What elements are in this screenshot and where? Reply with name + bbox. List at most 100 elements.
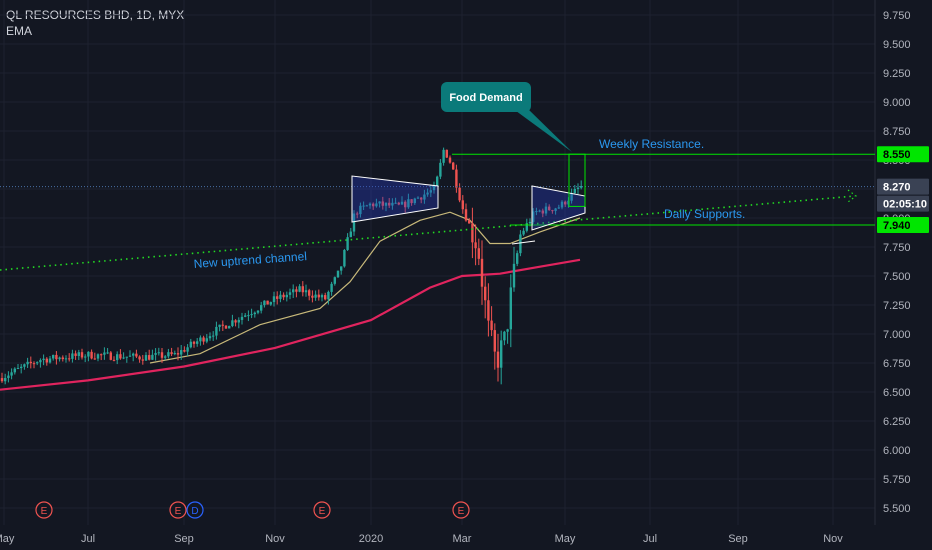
- candle-body: [157, 352, 160, 354]
- price-label-bg: [877, 178, 929, 195]
- candle-body: [324, 295, 327, 300]
- candle-body: [20, 366, 23, 369]
- candle-body: [477, 248, 480, 259]
- candle-body: [570, 193, 573, 201]
- event-label: E: [458, 506, 465, 517]
- candle-body: [116, 354, 119, 361]
- earnings-marker[interactable]: [313, 501, 331, 519]
- candle-body: [176, 353, 180, 355]
- y-tick-label: 6.500: [883, 387, 911, 399]
- candle-body: [240, 316, 244, 320]
- candle-body: [308, 290, 311, 296]
- candle-body: [10, 372, 13, 376]
- candle-body: [4, 378, 7, 382]
- candle-body: [64, 358, 68, 360]
- candle-body: [221, 324, 224, 326]
- candle-body: [538, 210, 541, 212]
- candle-body: [132, 353, 135, 356]
- candle-body: [365, 205, 368, 207]
- candle-body: [445, 149, 448, 158]
- candle-body: [413, 198, 416, 204]
- earnings-marker[interactable]: [452, 501, 470, 519]
- y-tick-label: 7.750: [883, 242, 911, 254]
- candle-body: [32, 363, 36, 365]
- candle-body: [359, 205, 362, 215]
- callout-text: Food Demand: [449, 92, 522, 104]
- support-line: [511, 240, 536, 245]
- candle-body: [36, 362, 39, 364]
- candle-body: [141, 359, 144, 361]
- earnings-marker[interactable]: [169, 501, 187, 519]
- x-tick-label: Sep: [174, 533, 194, 545]
- candle-body: [352, 213, 356, 232]
- candle-body: [269, 302, 272, 305]
- candle-body: [436, 176, 439, 186]
- breakout-box: [568, 153, 586, 207]
- candle-body: [512, 263, 516, 288]
- candle-body: [519, 234, 522, 254]
- candle-body: [525, 223, 528, 231]
- price-label-bg: [877, 216, 929, 233]
- candle-body: [13, 368, 16, 373]
- dividend-marker[interactable]: [186, 501, 204, 519]
- candle-body: [487, 300, 490, 321]
- candle-body: [496, 351, 500, 368]
- candle-body: [378, 201, 381, 204]
- y-tick-label: 6.750: [883, 358, 911, 370]
- candle-body: [448, 157, 452, 163]
- candle-body: [61, 357, 64, 360]
- candle-body: [333, 277, 336, 284]
- candle-body: [426, 192, 429, 195]
- candle-body: [500, 340, 503, 368]
- indicator-label: EMA: [6, 24, 33, 38]
- earnings-marker[interactable]: [35, 501, 53, 519]
- candle-body: [375, 203, 378, 207]
- ema-fast-line: [149, 211, 581, 364]
- weekly-resistance-label: Weekly Resistance.: [599, 137, 704, 151]
- candle-body: [391, 202, 394, 206]
- event-label: D: [191, 506, 198, 517]
- candle-body: [506, 329, 509, 332]
- candle-body: [557, 207, 560, 209]
- y-tick-label: 5.500: [883, 503, 911, 515]
- candle-body: [90, 351, 93, 359]
- callout-box: [441, 82, 531, 112]
- candle-body: [138, 356, 141, 360]
- candle-body: [55, 354, 58, 360]
- candle-body: [96, 354, 100, 359]
- candle-body: [135, 353, 138, 357]
- candle-body: [384, 202, 388, 206]
- candle-body: [100, 354, 103, 356]
- candle-body: [388, 202, 391, 206]
- candle-body: [29, 361, 32, 364]
- candle-body: [58, 357, 61, 360]
- candle-body: [468, 220, 471, 224]
- candle-body: [212, 335, 215, 337]
- candle-body: [532, 211, 535, 222]
- y-tick-label: 8.750: [883, 126, 911, 138]
- candle-body: [564, 201, 567, 205]
- candle-body: [164, 356, 167, 358]
- candle-body: [304, 290, 308, 293]
- x-tick-label: Mar: [453, 533, 472, 545]
- candle-body: [493, 330, 496, 352]
- candle-body: [68, 358, 71, 360]
- y-tick-label: 7.000: [883, 329, 911, 341]
- candles: [0, 147, 583, 385]
- candle-body: [439, 162, 442, 177]
- candle-body: [112, 359, 116, 361]
- candle-body: [528, 221, 532, 224]
- candle-body: [186, 347, 189, 352]
- candle-body: [567, 200, 570, 205]
- candle-body: [464, 209, 468, 221]
- candle-body: [189, 341, 192, 348]
- y-tick-label: 6.000: [883, 445, 911, 457]
- x-tick-label: Nov: [265, 533, 285, 545]
- x-tick-label: Sep: [728, 533, 748, 545]
- candle-body: [122, 357, 125, 359]
- candle-body: [535, 211, 538, 213]
- candle-body: [509, 287, 512, 330]
- candle-body: [256, 310, 260, 313]
